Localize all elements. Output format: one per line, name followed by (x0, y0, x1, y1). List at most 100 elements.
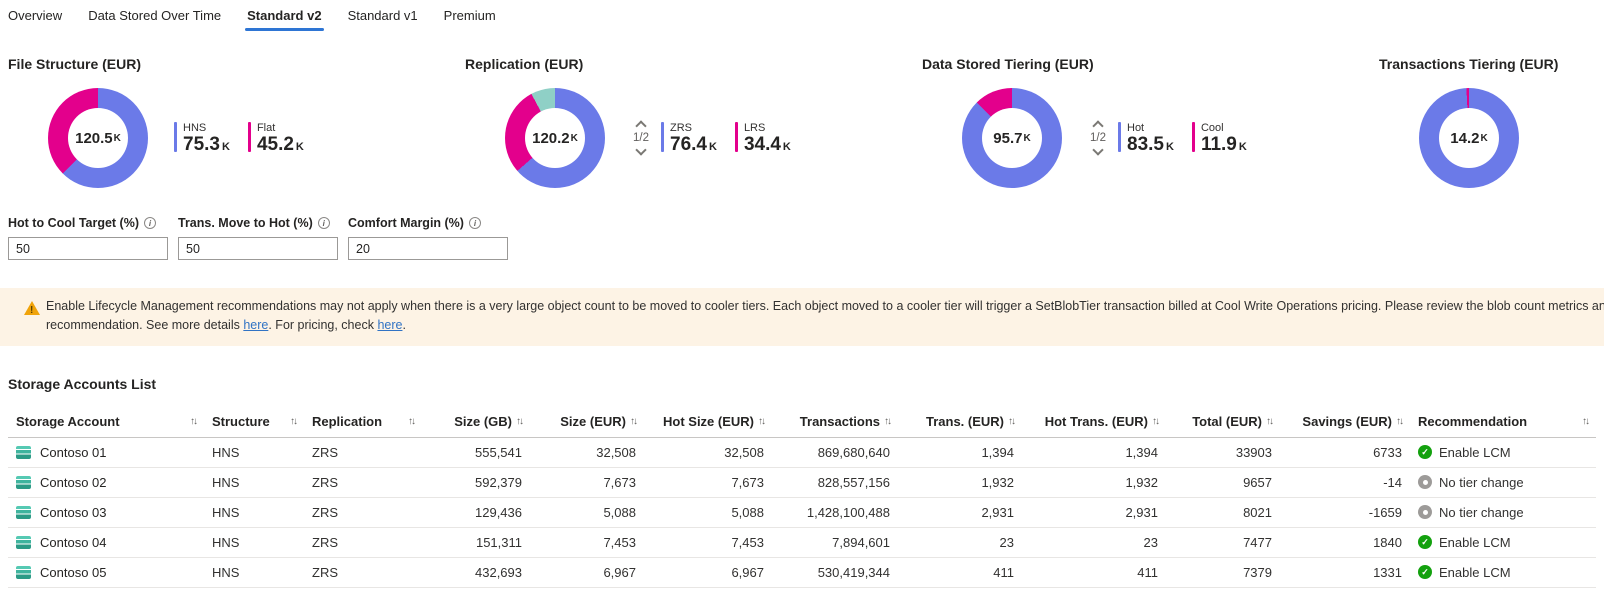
column-header-recommendation[interactable]: Recommendation ↑↓ (1410, 405, 1596, 438)
legend-item-zrs[interactable]: ZRS 76.4 K (661, 122, 717, 154)
column-header-savings-eur[interactable]: Savings (EUR) ↑↓ (1280, 405, 1410, 438)
sort-icon[interactable]: ↑↓ (1582, 415, 1590, 427)
storage-account-icon (16, 445, 31, 459)
cell-size-eur: 32,508 (530, 437, 644, 468)
table-row[interactable]: Contoso 03 HNS ZRS 129,436 5,088 5,088 1… (8, 497, 1596, 528)
cell-size-eur: 5,088 (530, 497, 644, 528)
cell-transactions: 869,680,640 (772, 437, 898, 468)
field-hot-to-cool-target: Hot to Cool Target (%) (8, 216, 168, 260)
cell-recommendation: ✓ Enable LCM (1410, 527, 1596, 558)
table-row[interactable]: Contoso 05 HNS ZRS 432,693 6,967 6,967 5… (8, 557, 1596, 588)
tab-overview[interactable]: Overview (8, 8, 63, 23)
cell-transactions: 530,419,344 (772, 557, 898, 588)
tab-premium[interactable]: Premium (443, 8, 496, 23)
cell-hot-trans-eur: 2,931 (1022, 497, 1166, 528)
cell-replication: ZRS (304, 527, 422, 558)
cell-hot-size-eur: 5,088 (644, 497, 772, 528)
sort-icon[interactable]: ↑↓ (190, 415, 198, 427)
column-header-replication[interactable]: Replication ↑↓ (304, 405, 422, 438)
info-icon[interactable] (468, 217, 481, 229)
warning-text: Enable Lifecycle Management recommendati… (46, 299, 1604, 332)
legend-item-cool[interactable]: Cool 11.9 K (1191, 122, 1247, 154)
cell-savings-eur: 1840 (1280, 527, 1410, 558)
tab-data-stored-over-time[interactable]: Data Stored Over Time (88, 8, 222, 23)
table-row[interactable]: Contoso 01 HNS ZRS 555,541 32,508 32,508… (8, 437, 1596, 468)
donut-center-label: 95.7 K (982, 108, 1042, 168)
cell-size-gb: 432,693 (422, 557, 530, 588)
cell-hot-size-eur: 7,453 (644, 527, 772, 558)
legend: ZRS 76.4 K LRS 34.4 K (661, 122, 791, 154)
table-title: Storage Accounts List (8, 375, 157, 392)
pricing-link[interactable]: here (377, 317, 403, 332)
comfort-margin-input[interactable] (348, 237, 508, 260)
cell-storage-account: Contoso 04 (8, 527, 204, 558)
chevron-up-icon[interactable] (635, 120, 647, 132)
donut-file-structure[interactable]: 120.5 K (48, 88, 148, 188)
chevron-down-icon[interactable] (1092, 144, 1104, 156)
cell-total-eur: 33903 (1166, 437, 1280, 468)
sort-icon[interactable]: ↑↓ (1008, 415, 1016, 427)
sort-icon[interactable]: ↑↓ (884, 415, 892, 427)
legend-label: ZRS (670, 122, 692, 134)
legend-item-lrs[interactable]: LRS 34.4 K (734, 122, 791, 154)
column-header-size-eur[interactable]: Size (EUR) ↑↓ (530, 405, 644, 438)
charts-row: File Structure (EUR) 120.5 K HNS 75.3 K Fl… (0, 56, 1604, 188)
table-row[interactable]: Contoso 04 HNS ZRS 151,311 7,453 7,453 7… (8, 527, 1596, 558)
legend-item-hns[interactable]: HNS 75.3 K (174, 122, 230, 154)
sort-icon[interactable]: ↑↓ (408, 415, 416, 427)
donut-transactions-tiering[interactable]: 14.2 K (1419, 88, 1519, 188)
cell-replication: ZRS (304, 557, 422, 588)
sort-icon[interactable]: ↑↓ (516, 415, 524, 427)
sort-icon[interactable]: ↑↓ (758, 415, 766, 427)
warning-icon (24, 301, 40, 318)
legend-item-hot[interactable]: Hot 83.5 K (1118, 122, 1174, 154)
storage-account-icon (16, 565, 31, 579)
parameter-inputs: Hot to Cool Target (%) Trans. Move to Ho… (8, 216, 1604, 260)
legend-color-bar (247, 122, 251, 152)
recommendation-status-icon (1418, 505, 1432, 519)
sort-icon[interactable]: ↑↓ (1396, 415, 1404, 427)
chart-title: File Structure (EUR) (8, 56, 142, 72)
sort-icon[interactable]: ↑↓ (290, 415, 298, 427)
tab-standard-v1[interactable]: Standard v1 (347, 8, 418, 23)
chevron-down-icon[interactable] (635, 144, 647, 156)
storage-account-icon (16, 505, 31, 519)
chevron-up-icon[interactable] (1092, 120, 1104, 132)
sort-icon[interactable]: ↑↓ (1266, 415, 1274, 427)
recommendation-status-icon: ✓ (1418, 445, 1432, 459)
cell-hot-trans-eur: 1,932 (1022, 467, 1166, 498)
column-header-trans-eur[interactable]: Trans. (EUR) ↑↓ (898, 405, 1022, 438)
chart-title: Transactions Tiering (EUR) (1379, 56, 1559, 72)
column-header-structure[interactable]: Structure ↑↓ (204, 405, 304, 438)
column-header-total-eur[interactable]: Total (EUR) ↑↓ (1166, 405, 1280, 438)
legend-item-flat[interactable]: Flat 45.2 K (247, 122, 304, 154)
sort-icon[interactable]: ↑↓ (1152, 415, 1160, 427)
cell-trans-eur: 1,394 (898, 437, 1022, 468)
chart-title: Data Stored Tiering (EUR) (922, 56, 1094, 72)
sort-icon[interactable]: ↑↓ (630, 415, 638, 427)
trans-move-to-hot-input[interactable] (178, 237, 338, 260)
legend: HNS 75.3 K Flat 45.2 K (174, 122, 304, 154)
hot-to-cool-target-input[interactable] (8, 237, 168, 260)
legend-page-indicator: 1/2 (1090, 132, 1106, 144)
legend-color-bar (734, 122, 738, 152)
info-icon[interactable] (144, 217, 156, 229)
column-header-size-gb[interactable]: Size (GB) ↑↓ (422, 405, 530, 438)
column-header-hot-trans-eur[interactable]: Hot Trans. (EUR) ↑↓ (1022, 405, 1166, 438)
donut-replication[interactable]: 120.2 K (505, 88, 605, 188)
column-header-transactions[interactable]: Transactions ↑↓ (772, 405, 898, 438)
tab-standard-v2[interactable]: Standard v2 (245, 8, 324, 32)
column-header-storage-account[interactable]: Storage Account ↑↓ (8, 405, 204, 438)
cell-trans-eur: 23 (898, 527, 1022, 558)
table-row[interactable]: Contoso 02 HNS ZRS 592,379 7,673 7,673 8… (8, 467, 1596, 498)
donut-data-stored-tiering[interactable]: 95.7 K (962, 88, 1062, 188)
see-details-link[interactable]: here (243, 317, 269, 332)
info-icon[interactable] (317, 217, 330, 229)
cell-hot-size-eur: 7,673 (644, 467, 772, 498)
column-header-hot-size-eur[interactable]: Hot Size (EUR) ↑↓ (644, 405, 772, 438)
legend-pager: 1/2 (1090, 120, 1106, 156)
legend-color-bar (174, 122, 177, 152)
cell-size-gb: 592,379 (422, 467, 530, 498)
donut-center-label: 120.5 K (68, 108, 128, 168)
cell-structure: HNS (204, 557, 304, 588)
